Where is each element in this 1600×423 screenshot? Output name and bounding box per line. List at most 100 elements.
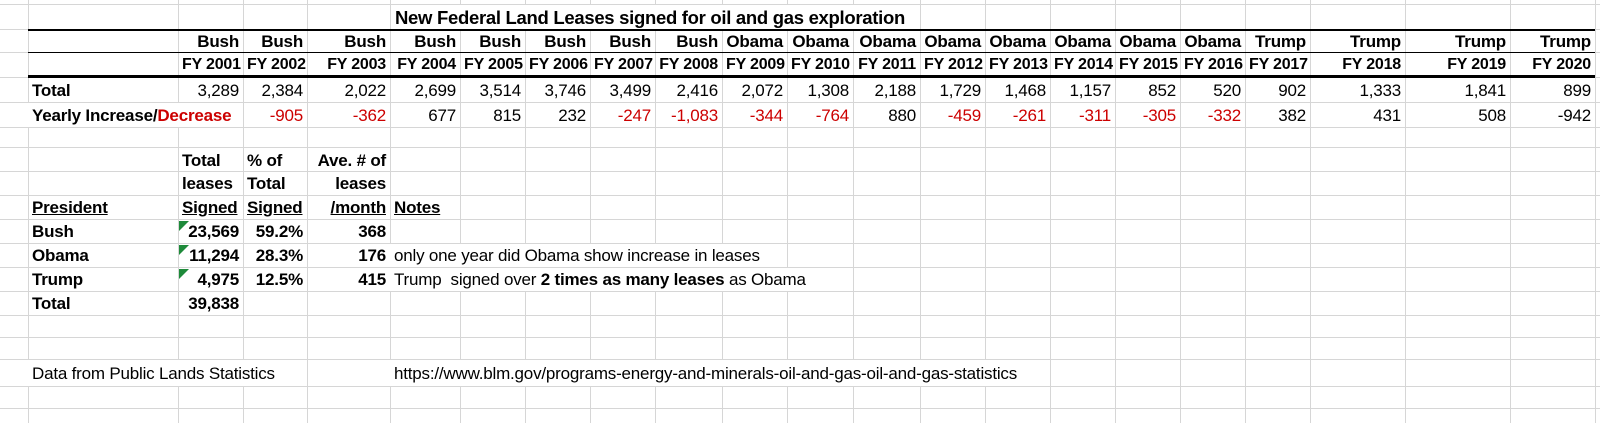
cell-fy2018-change[interactable]: 431 — [1373, 106, 1401, 125]
cell-fy2002-fy[interactable]: FY 2002 — [247, 56, 306, 73]
cell-fy2014-president[interactable]: Obama — [1054, 32, 1111, 51]
cell-fy2009-president[interactable]: Obama — [726, 32, 783, 51]
sheet-title-cell[interactable]: New Federal Land Leases signed for oil a… — [391, 5, 909, 29]
cell-signed-header-line2[interactable]: leases — [182, 174, 233, 193]
cell-fy2003-total[interactable]: 2,022 — [344, 81, 386, 100]
cell-obama-signed[interactable]: 11,294 — [178, 244, 243, 267]
cell-obama-note[interactable]: only one year did Obama show increase in… — [390, 244, 764, 267]
cell-fy2012-president[interactable]: Obama — [924, 32, 981, 51]
cell-fy2016-president[interactable]: Obama — [1184, 32, 1241, 51]
cell-fy2010-change[interactable]: -764 — [815, 106, 849, 125]
cell-signed-header-line1[interactable]: Total — [182, 151, 221, 170]
cell-fy2019-president[interactable]: Trump — [1455, 32, 1506, 51]
cell-bush-pct[interactable]: 59.2% — [255, 222, 303, 241]
cell-pct-header-line2[interactable]: Total — [247, 174, 286, 193]
cell-fy2014-change[interactable]: -311 — [1079, 106, 1111, 125]
cell-fy2007-fy[interactable]: FY 2007 — [594, 56, 653, 73]
cell-permonth-header-line2[interactable]: leases — [335, 174, 386, 193]
cell-fy2005-fy[interactable]: FY 2005 — [464, 56, 523, 73]
cell-obama-permonth[interactable]: 176 — [358, 246, 386, 265]
cell-fy2017-president[interactable]: Trump — [1255, 32, 1306, 51]
cell-fy2011-change[interactable]: 880 — [888, 106, 916, 125]
cell-pct-header-line3[interactable]: Signed — [247, 198, 303, 217]
cell-fy2007-president[interactable]: Bush — [609, 32, 651, 51]
cell-fy2020-total[interactable]: 899 — [1563, 81, 1591, 100]
cell-fy2012-total[interactable]: 1,729 — [939, 81, 981, 100]
cell-fy2010-fy[interactable]: FY 2010 — [791, 56, 850, 73]
cell-fy2013-fy[interactable]: FY 2013 — [989, 56, 1048, 73]
cell-fy2002-president[interactable]: Bush — [261, 32, 303, 51]
cell-fy2003-fy[interactable]: FY 2003 — [327, 56, 386, 73]
cell-fy2009-total[interactable]: 2,072 — [741, 81, 783, 100]
cell-trump-note[interactable]: Trump signed over 2 times as many leases… — [390, 268, 810, 291]
cell-fy2006-president[interactable]: Bush — [544, 32, 586, 51]
cell-fy2002-total[interactable]: 2,384 — [261, 81, 303, 100]
cell-fy2003-president[interactable]: Bush — [344, 32, 386, 51]
cell-fy2019-total[interactable]: 1,841 — [1464, 81, 1506, 100]
cell-fy2016-total[interactable]: 520 — [1213, 81, 1241, 100]
cell-signed-header-line3[interactable]: Signed — [182, 198, 238, 217]
cell-fy2011-fy[interactable]: FY 2011 — [858, 56, 916, 73]
cell-fy2001-change[interactable] — [178, 103, 243, 127]
cell-trump-signed[interactable]: 4,975 — [178, 268, 243, 291]
cell-fy2001-fy[interactable]: FY 2001 — [182, 56, 241, 73]
cell-permonth-header-line3[interactable]: /month — [330, 198, 387, 217]
cell-fy2012-change[interactable]: -459 — [947, 106, 981, 125]
cell-fy2017-total[interactable]: 902 — [1278, 81, 1306, 100]
cell-fy2017-change[interactable]: 382 — [1278, 106, 1306, 125]
cell-bush-signed[interactable]: 23,569 — [178, 220, 243, 243]
cell-fy2004-total[interactable]: 2,699 — [414, 81, 456, 100]
cell-trump-label[interactable]: Trump — [32, 270, 83, 289]
cell-fy2016-fy[interactable]: FY 2016 — [1184, 56, 1243, 73]
cell-fy2004-fy[interactable]: FY 2004 — [397, 56, 456, 73]
cell-trump-pct[interactable]: 12.5% — [255, 270, 303, 289]
cell-fy2015-fy[interactable]: FY 2015 — [1119, 56, 1178, 73]
cell-fy2018-president[interactable]: Trump — [1350, 32, 1401, 51]
cell-yearly-change-label[interactable]: Yearly Increase/Decrease — [28, 103, 236, 127]
cell-fy2020-president[interactable]: Trump — [1540, 32, 1591, 51]
cell-fy2015-change[interactable]: -305 — [1142, 106, 1176, 125]
cell-fy2004-president[interactable]: Bush — [414, 32, 456, 51]
cell-fy2001-president[interactable]: Bush — [197, 32, 239, 51]
cell-fy2006-fy[interactable]: FY 2006 — [529, 56, 588, 73]
cell-fy2018-total[interactable]: 1,333 — [1359, 81, 1401, 100]
cell-obama-label[interactable]: Obama — [32, 246, 89, 265]
cell-fy2012-fy[interactable]: FY 2012 — [924, 56, 983, 73]
cell-fy2017-fy[interactable]: FY 2017 — [1249, 56, 1308, 73]
cell-fy2008-fy[interactable]: FY 2008 — [659, 56, 718, 73]
cell-fy2020-change[interactable]: -942 — [1557, 106, 1591, 125]
cell-fy2018-fy[interactable]: FY 2018 — [1342, 56, 1401, 73]
cell-fy2005-change[interactable]: 815 — [493, 106, 521, 125]
cell-fy2013-president[interactable]: Obama — [989, 32, 1046, 51]
cell-fy2010-total[interactable]: 1,308 — [807, 81, 849, 100]
cell-fy2001-total[interactable]: 3,289 — [197, 81, 239, 100]
cell-fy2006-total[interactable]: 3,746 — [544, 81, 586, 100]
cell-fy2004-change[interactable]: 677 — [428, 106, 456, 125]
cell-president-header[interactable]: President — [32, 198, 108, 217]
cell-fy2007-change[interactable]: -247 — [617, 106, 651, 125]
cell-fy2020-fy[interactable]: FY 2020 — [1532, 56, 1591, 73]
cell-permonth-header-line1[interactable]: Ave. # of — [317, 151, 387, 170]
cell-fy2006-change[interactable]: 232 — [558, 106, 586, 125]
cell-fy2019-fy[interactable]: FY 2019 — [1447, 56, 1506, 73]
cell-summary-total-signed[interactable]: 39,838 — [188, 294, 239, 313]
cell-trump-permonth[interactable]: 415 — [358, 270, 386, 289]
cell-fy2013-total[interactable]: 1,468 — [1004, 81, 1046, 100]
cell-summary-total-label[interactable]: Total — [32, 294, 71, 313]
cell-fy2009-change[interactable]: -344 — [749, 106, 783, 125]
cell-fy2015-total[interactable]: 852 — [1148, 81, 1176, 100]
cell-fy2002-change[interactable]: -905 — [269, 106, 303, 125]
cell-notes-header[interactable]: Notes — [394, 198, 441, 217]
cell-data-source[interactable]: Data from Public Lands Statistics — [28, 360, 279, 386]
cell-obama-pct[interactable]: 28.3% — [255, 246, 303, 265]
cell-fy2019-change[interactable]: 508 — [1478, 106, 1506, 125]
cell-fy2014-total[interactable]: 1,157 — [1069, 81, 1111, 100]
cell-bush-label[interactable]: Bush — [32, 222, 74, 241]
cell-fy2010-president[interactable]: Obama — [792, 32, 849, 51]
cell-fy2014-fy[interactable]: FY 2014 — [1054, 56, 1113, 73]
cell-fy2009-fy[interactable]: FY 2009 — [726, 56, 785, 73]
cell-fy2011-president[interactable]: Obama — [859, 32, 916, 51]
cell-fy2008-total[interactable]: 2,416 — [676, 81, 718, 100]
cell-fy2003-change[interactable]: -362 — [352, 106, 386, 125]
cell-fy2005-president[interactable]: Bush — [479, 32, 521, 51]
